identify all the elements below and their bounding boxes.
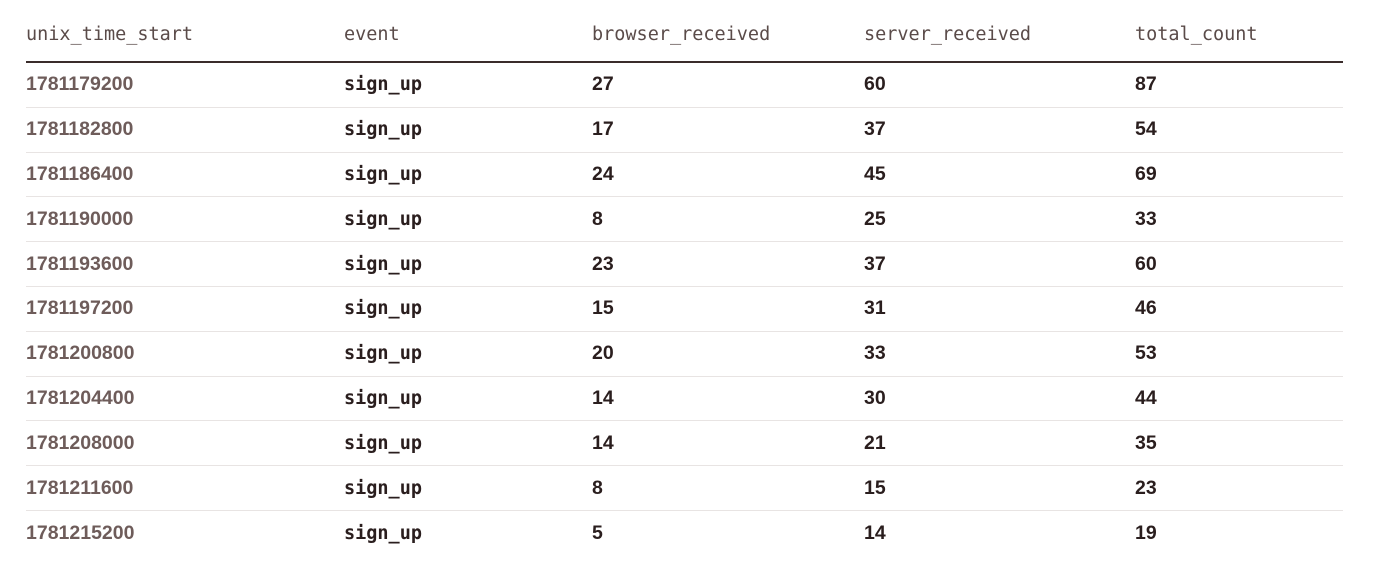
table-cell: sign_up [344, 163, 422, 185]
table-cell: 33 [1135, 207, 1157, 230]
table-cell: 60 [864, 73, 886, 96]
table-cell: 20 [592, 342, 614, 365]
table-cell: 33 [864, 342, 886, 365]
table-cell: 1781211600 [26, 476, 134, 499]
column-header: unix_time_start [26, 24, 194, 45]
table-cell: sign_up [344, 432, 422, 454]
table-cell: sign_up [344, 298, 422, 320]
column-header: total_count [1135, 24, 1258, 45]
table-cell: 27 [592, 73, 614, 96]
column-header: browser_received [592, 24, 771, 45]
table-cell: sign_up [344, 522, 422, 544]
table-cell: 5 [592, 521, 603, 544]
column-header: server_received [864, 24, 1032, 45]
table-cell: 87 [1135, 73, 1157, 96]
table-cell: sign_up [344, 477, 422, 499]
table-cell: 14 [864, 521, 886, 544]
table-row: 1781179200 sign_up 27 60 87 [26, 63, 1343, 108]
table-cell: 1781190000 [26, 207, 134, 230]
header-row: unix_time_start event browser_received serv… [26, 8, 1343, 63]
table-cell: 19 [1135, 521, 1157, 544]
table-cell: 14 [592, 431, 614, 454]
column-header: event [344, 24, 400, 45]
table-row: 1781182800 sign_up 17 37 54 [26, 108, 1343, 153]
table-cell: 15 [592, 297, 614, 320]
table-row: 1781197200 sign_up 15 31 46 [26, 287, 1343, 332]
table-cell: 25 [864, 207, 886, 230]
table-cell: 15 [864, 476, 886, 499]
table-cell: 54 [1135, 118, 1157, 141]
table-cell: 1781204400 [26, 386, 135, 409]
table-cell: 35 [1135, 431, 1157, 454]
table-cell: sign_up [344, 74, 422, 96]
table-cell: sign_up [344, 253, 422, 275]
table-cell: sign_up [344, 387, 422, 409]
table-cell: 37 [864, 252, 886, 275]
table-row: 1781190000 sign_up 8 25 33 [26, 197, 1343, 243]
table-cell: 1781182800 [26, 118, 134, 141]
table-cell: 53 [1135, 342, 1157, 365]
table-cell: 69 [1135, 162, 1157, 185]
table-cell: 45 [864, 162, 886, 185]
table-row: 1781208000 sign_up 14 21 35 [26, 421, 1343, 467]
table-cell: 60 [1135, 252, 1157, 275]
table-cell: 37 [864, 118, 886, 141]
table-cell: 46 [1135, 297, 1157, 320]
table-row: 1781215200 sign_up 5 14 19 [26, 511, 1343, 556]
table-cell: 1781186400 [26, 162, 134, 185]
table-row: 1781204400 sign_up 14 30 44 [26, 377, 1343, 422]
table-row: 1781211600 sign_up 8 15 23 [26, 466, 1343, 511]
table-cell: 1781208000 [26, 431, 135, 454]
table-cell: 23 [1135, 476, 1157, 499]
table-cell: 1781197200 [26, 297, 134, 320]
table-cell: 24 [592, 162, 614, 185]
table-cell: sign_up [344, 343, 422, 365]
table-cell: 14 [592, 386, 614, 409]
table-cell: 21 [864, 431, 886, 454]
table-row: 1781193600 sign_up 23 37 60 [26, 242, 1343, 287]
table-cell: 1781200800 [26, 342, 135, 365]
table-cell: 1781179200 [26, 73, 134, 96]
table-cell: 17 [592, 118, 614, 141]
table-cell: sign_up [344, 208, 422, 230]
data-table: unix_time_start event browser_received serv… [26, 8, 1343, 556]
table-cell: 8 [592, 207, 603, 230]
table-cell: 44 [1135, 386, 1157, 409]
table-row: 1781186400 sign_up 24 45 69 [26, 153, 1343, 198]
table-row: 1781200800 sign_up 20 33 53 [26, 332, 1343, 377]
table-cell: 8 [592, 476, 603, 499]
table-cell: 30 [864, 386, 886, 409]
table-cell: 31 [864, 297, 886, 320]
table-cell: 23 [592, 252, 614, 275]
table-cell: sign_up [344, 119, 422, 141]
table-cell: 1781215200 [26, 521, 135, 544]
table-cell: 1781193600 [26, 252, 134, 275]
